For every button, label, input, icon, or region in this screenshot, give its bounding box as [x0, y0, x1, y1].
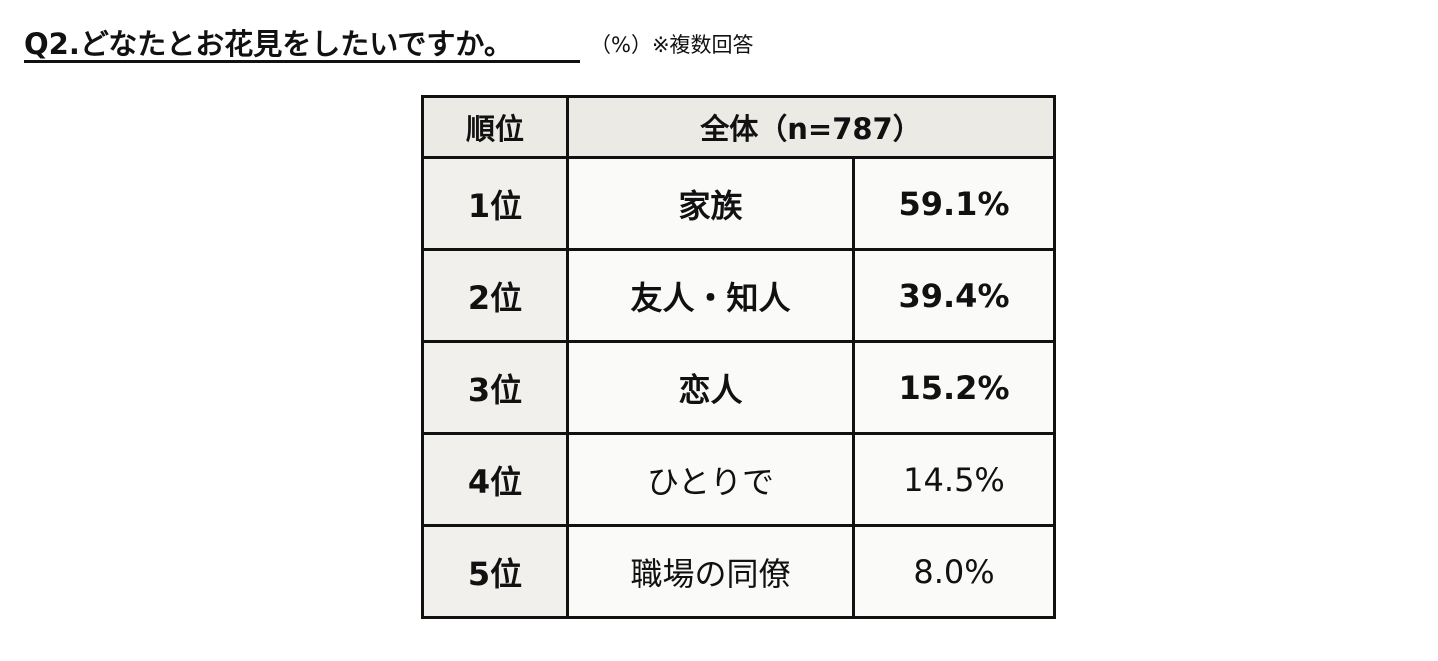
ranking-table: 順位 全体（n=787） 1位 家族 59.1% 2位 友人・知人 39.4% … [421, 95, 1056, 619]
header-rank: 順位 [421, 95, 569, 159]
rank-cell: 4位 [421, 432, 569, 527]
percent-cell: 8.0% [852, 524, 1056, 619]
rank-cell: 1位 [421, 156, 569, 251]
rank-cell: 3位 [421, 340, 569, 435]
header-group: 全体（n=787） [566, 95, 1056, 159]
item-cell: ひとりで [566, 432, 855, 527]
percent-cell: 59.1% [852, 156, 1056, 251]
table-row: 4位 ひとりで 14.5% [421, 432, 1056, 527]
item-cell: 恋人 [566, 340, 855, 435]
title-underline [24, 60, 580, 63]
table-row: 3位 恋人 15.2% [421, 340, 1056, 435]
page-title: Q2.どなたとお花見をしたいですか。 [24, 27, 513, 61]
item-cell: 友人・知人 [566, 248, 855, 343]
item-cell: 職場の同僚 [566, 524, 855, 619]
table-row: 1位 家族 59.1% [421, 156, 1056, 251]
unit-note: （%）※複数回答 [590, 33, 754, 57]
table-row: 2位 友人・知人 39.4% [421, 248, 1056, 343]
item-cell: 家族 [566, 156, 855, 251]
rank-cell: 2位 [421, 248, 569, 343]
table-row: 5位 職場の同僚 8.0% [421, 524, 1056, 619]
table-header-row: 順位 全体（n=787） [421, 95, 1056, 159]
percent-cell: 14.5% [852, 432, 1056, 527]
percent-cell: 39.4% [852, 248, 1056, 343]
percent-cell: 15.2% [852, 340, 1056, 435]
rank-cell: 5位 [421, 524, 569, 619]
